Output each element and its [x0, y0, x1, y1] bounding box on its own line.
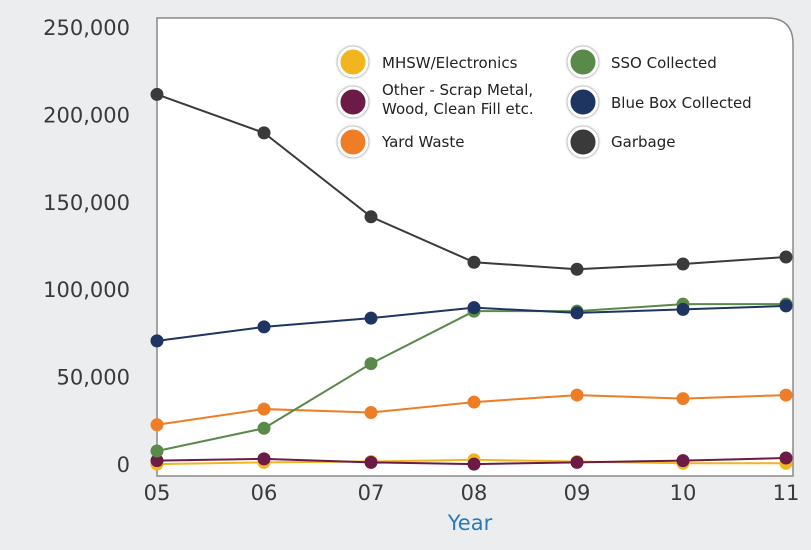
legend-item: MHSW/Electronics — [337, 46, 518, 78]
x-tick-label: 05 — [144, 481, 171, 505]
data-point — [364, 406, 378, 420]
data-point — [257, 402, 271, 416]
data-point — [150, 87, 164, 101]
data-point — [676, 392, 690, 406]
data-point — [676, 454, 690, 468]
data-point — [676, 257, 690, 271]
series-yard-waste — [150, 388, 793, 432]
y-tick-label: 150,000 — [43, 191, 130, 215]
data-point — [467, 395, 481, 409]
legend-marker — [337, 46, 369, 78]
legend-marker — [567, 126, 599, 158]
legend-item: Yard Waste — [337, 126, 464, 158]
data-point — [570, 262, 584, 276]
data-point — [570, 306, 584, 320]
legend-marker — [337, 126, 369, 158]
data-point — [570, 455, 584, 469]
data-point — [779, 250, 793, 264]
y-tick-label: 200,000 — [43, 103, 130, 127]
legend-marker — [567, 46, 599, 78]
data-point — [150, 444, 164, 458]
series-other-scrap-metal-wood-clean-fill-etc — [150, 451, 793, 471]
x-tick-label: 11 — [773, 481, 800, 505]
x-tick-label: 06 — [251, 481, 278, 505]
x-axis-label: Year — [447, 511, 493, 535]
data-point — [676, 302, 690, 316]
x-tick-label: 09 — [564, 481, 591, 505]
data-point — [570, 388, 584, 402]
legend-item: Blue Box Collected — [567, 86, 752, 118]
y-tick-label: 100,000 — [43, 278, 130, 302]
series-layer — [150, 87, 793, 471]
data-point — [364, 311, 378, 325]
data-point — [467, 457, 481, 471]
data-point — [467, 255, 481, 269]
data-point — [150, 334, 164, 348]
data-point — [150, 418, 164, 432]
legend: MHSW/Electronics Other - Scrap Metal,Wood… — [337, 46, 752, 158]
data-point — [257, 452, 271, 466]
x-tick-label: 10 — [670, 481, 697, 505]
legend-item: Other - Scrap Metal,Wood, Clean Fill etc… — [337, 81, 534, 118]
data-point — [779, 451, 793, 465]
series-blue-box-collected — [150, 299, 793, 348]
data-point — [364, 357, 378, 371]
x-tick-label: 08 — [461, 481, 488, 505]
data-point — [257, 320, 271, 334]
legend-item: Garbage — [567, 126, 675, 158]
data-point — [779, 299, 793, 313]
legend-label: Garbage — [611, 133, 675, 151]
data-point — [150, 454, 164, 468]
data-point — [779, 388, 793, 402]
x-tick-label: 07 — [358, 481, 385, 505]
legend-label: SSO Collected — [611, 54, 717, 72]
data-point — [364, 210, 378, 224]
legend-label: MHSW/Electronics — [382, 54, 518, 72]
legend-label: Blue Box Collected — [611, 94, 752, 112]
data-point — [257, 126, 271, 140]
data-point — [257, 421, 271, 435]
y-axis: 0 50,000 100,000 150,000 200,000 250,000 — [43, 16, 130, 477]
series-garbage — [150, 87, 793, 276]
legend-marker — [337, 86, 369, 118]
y-tick-label: 50,000 — [57, 366, 130, 390]
data-point — [467, 301, 481, 315]
legend-item: SSO Collected — [567, 46, 717, 78]
y-tick-label: 250,000 — [43, 16, 130, 40]
legend-label: Yard Waste — [381, 133, 464, 151]
plot-area — [156, 17, 794, 477]
data-point — [364, 455, 378, 469]
legend-marker — [567, 86, 599, 118]
legend-label: Wood, Clean Fill etc. — [382, 100, 534, 118]
x-axis: 05 06 07 08 09 10 11 — [144, 481, 800, 505]
y-tick-label: 0 — [117, 453, 130, 477]
legend-label: Other - Scrap Metal, — [382, 81, 533, 99]
